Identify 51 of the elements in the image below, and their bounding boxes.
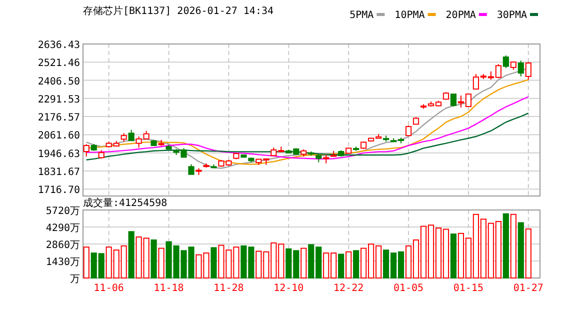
candlestick	[518, 60, 524, 77]
bar	[353, 250, 360, 278]
bar	[525, 228, 532, 278]
bar	[300, 248, 307, 278]
candlestick	[83, 144, 90, 158]
x-tick-label: 11-18	[154, 283, 184, 294]
y-tick-label: 2406.50	[38, 76, 80, 88]
legend-label: 10PMA	[394, 10, 425, 21]
y-tick-label: 4290万	[46, 223, 80, 234]
y-tick-label: 1831.67	[38, 166, 80, 178]
x-tick-label: 11-28	[214, 283, 244, 294]
bar	[346, 251, 352, 278]
bar	[150, 239, 157, 278]
x-tick-label: 01-15	[453, 283, 484, 294]
candlestick	[128, 129, 134, 142]
bar	[210, 247, 217, 278]
bar	[510, 214, 516, 278]
x-tick-label: 12-10	[274, 283, 304, 294]
bar	[338, 254, 344, 278]
y-tick-label: 1946.63	[38, 148, 80, 160]
candlestick	[502, 54, 509, 69]
candlestick	[188, 164, 194, 175]
candlestick	[525, 62, 532, 80]
legend-label: 20PMA	[446, 10, 476, 21]
bar	[450, 234, 457, 278]
bar	[502, 213, 509, 278]
chart-title: 成交量:41254598	[83, 197, 168, 209]
candlestick	[450, 94, 457, 108]
y-tick-label: 1716.70	[38, 185, 80, 196]
legend-label: 30PMA	[496, 10, 527, 21]
bar	[518, 222, 524, 278]
candlestick	[405, 124, 412, 136]
y-tick-label: 2636.43	[38, 40, 80, 51]
y-tick-label: 5720万	[46, 206, 80, 217]
bar	[83, 246, 90, 278]
y-tick-label: 2860万	[46, 240, 80, 251]
y-tick-label: 2061.60	[38, 130, 80, 142]
bar	[158, 248, 164, 278]
line-series	[86, 112, 529, 160]
chart-title: 存储芯片[BK1137] 2026-01-27 14:34	[83, 5, 274, 17]
legend-label: 5PMA	[350, 10, 374, 21]
y-tick-label: 2291.53	[38, 94, 80, 106]
x-tick-label: 01-27	[513, 283, 544, 294]
x-tick-label: 01-05	[393, 283, 424, 294]
y-tick-label: 1430万	[46, 257, 80, 268]
y-tick-label: 2176.57	[38, 112, 80, 124]
x-tick-label: 12-22	[334, 283, 364, 294]
x-tick-label: 11-06	[94, 283, 124, 294]
bar	[128, 231, 134, 278]
y-tick-label: 万	[70, 274, 80, 285]
y-tick-label: 2521.46	[38, 58, 80, 70]
